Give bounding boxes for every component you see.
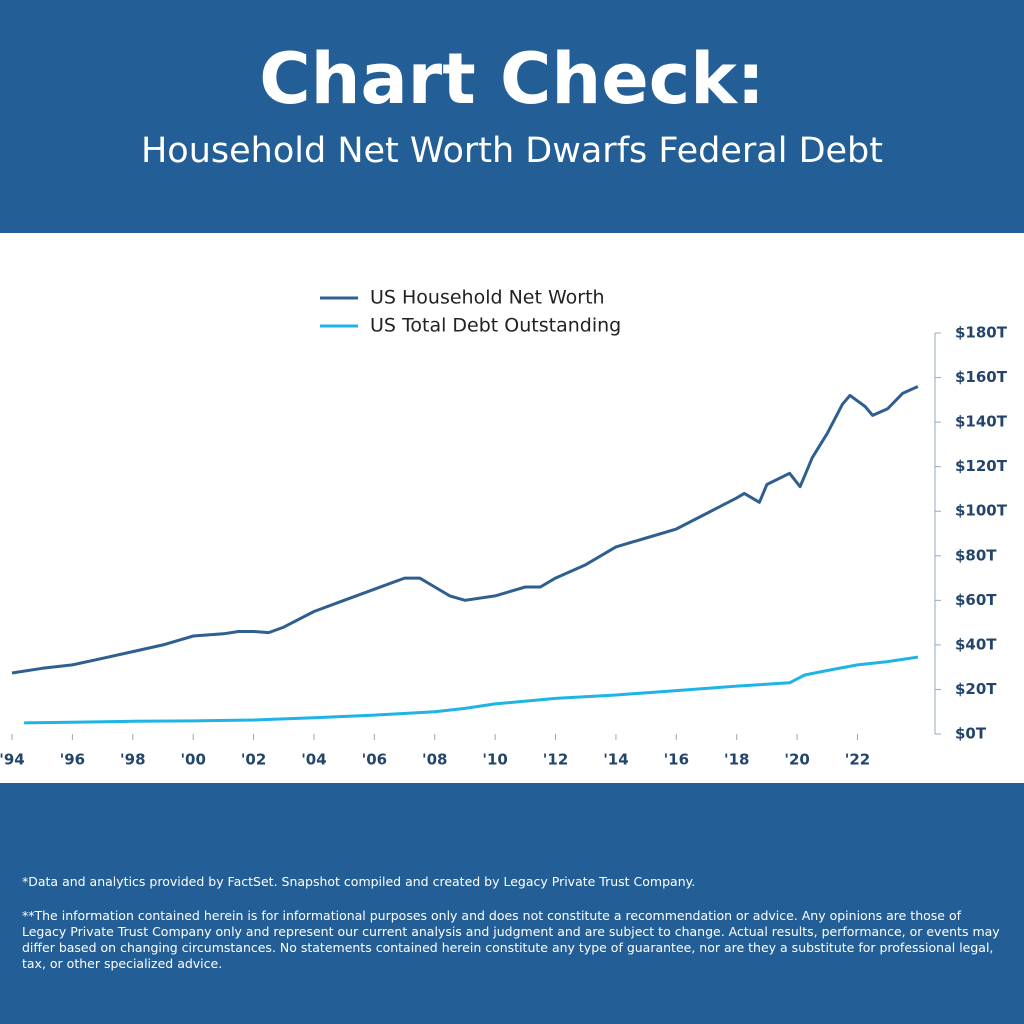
y-tick-label: $180T: [955, 324, 1008, 342]
y-tick-label: $60T: [955, 591, 997, 609]
title: Chart Check:: [259, 38, 765, 120]
chart-panel: [0, 233, 1024, 783]
x-tick-label: '96: [60, 751, 85, 769]
x-tick-label: '00: [180, 751, 205, 769]
x-tick-label: '10: [482, 751, 507, 769]
footnote: **The information contained herein is fo…: [22, 908, 1000, 971]
x-tick-label: '22: [845, 751, 870, 769]
x-tick-label: '04: [301, 751, 326, 769]
x-tick-label: '98: [120, 751, 145, 769]
y-tick-label: $100T: [955, 502, 1008, 520]
x-tick-label: '18: [724, 751, 749, 769]
legend-label: US Household Net Worth: [370, 287, 605, 309]
x-tick-label: '06: [362, 751, 387, 769]
y-tick-label: $40T: [955, 635, 997, 653]
y-tick-label: $140T: [955, 413, 1008, 431]
x-tick-label: '08: [422, 751, 447, 769]
series-line: [11, 385, 919, 675]
x-tick-label: '16: [664, 751, 689, 769]
y-tick-label: $0T: [955, 725, 987, 743]
x-tick-label: '14: [603, 751, 628, 769]
y-tick-label: $120T: [955, 457, 1008, 475]
legend-label: US Total Debt Outstanding: [370, 315, 621, 337]
footnote: *Data and analytics provided by FactSet.…: [22, 874, 696, 889]
x-tick-label: '20: [784, 751, 809, 769]
footnotes: *Data and analytics provided by FactSet.…: [22, 874, 1007, 990]
subtitle: Household Net Worth Dwarfs Federal Debt: [141, 131, 883, 171]
y-tick-label: $20T: [955, 680, 997, 698]
x-tick-label: '02: [241, 751, 266, 769]
y-tick-label: $160T: [955, 368, 1008, 386]
x-tick-label: '94: [0, 751, 25, 769]
x-tick-label: '12: [543, 751, 568, 769]
y-tick-label: $80T: [955, 546, 997, 564]
series-line: [24, 655, 919, 725]
